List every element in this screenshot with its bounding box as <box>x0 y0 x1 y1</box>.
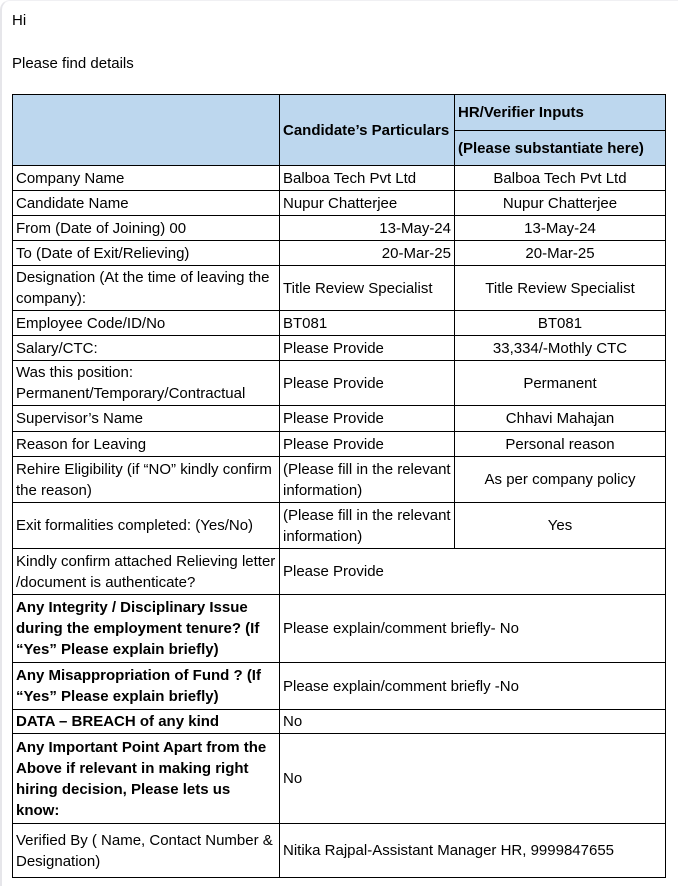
hr-cell: 13-May-24 <box>454 215 666 241</box>
row-label: From (Date of Joining) 00 <box>12 215 280 241</box>
hr-cell: Chhavi Mahajan <box>454 405 666 432</box>
row-label: Any Integrity / Disciplinary Issue durin… <box>12 594 280 663</box>
table-row: From (Date of Joining) 00 13-May-24 13-M… <box>12 215 666 241</box>
row-label: Salary/CTC: <box>12 335 280 361</box>
greeting-text: Hi <box>12 12 27 29</box>
row-label: Any Important Point Apart from the Above… <box>12 733 280 824</box>
candidate-cell: Title Review Specialist <box>279 265 455 311</box>
row-label: Designation (At the time of leaving the … <box>12 265 280 311</box>
row-label: Candidate Name <box>12 190 280 216</box>
row-label: Exit formalities completed: (Yes/No) <box>12 502 280 549</box>
row-label: Company Name <box>12 165 280 191</box>
hr-cell: Nupur Chatterjee <box>454 190 666 216</box>
table-row: Verified By ( Name, Contact Number & Des… <box>12 823 666 878</box>
merged-value-cell: Please Provide <box>279 548 666 595</box>
candidate-cell: Please Provide <box>279 335 455 361</box>
hr-cell: BT081 <box>454 310 666 336</box>
candidate-cell: (Please fill in the relevant information… <box>279 456 455 503</box>
header-substantiate-note: (Please substantiate here) <box>454 130 666 166</box>
row-label: Reason for Leaving <box>12 431 280 457</box>
hr-cell: 20-Mar-25 <box>454 240 666 266</box>
table-row: Any Integrity / Disciplinary Issue durin… <box>12 594 666 663</box>
row-label: Supervisor’s Name <box>12 405 280 432</box>
table-row: Was this position: Permanent/Temporary/C… <box>12 360 666 406</box>
table-row: Supervisor’s Name Please Provide Chhavi … <box>12 405 666 432</box>
table-row: Designation (At the time of leaving the … <box>12 265 666 311</box>
table-row: Salary/CTC: Please Provide 33,334/-Mothl… <box>12 335 666 361</box>
table-row: Exit formalities completed: (Yes/No) (Pl… <box>12 502 666 549</box>
hr-cell: Title Review Specialist <box>454 265 666 311</box>
header-empty-cell <box>12 94 280 166</box>
candidate-cell: Please Provide <box>279 431 455 457</box>
hr-cell: Permanent <box>454 360 666 406</box>
header-row-bottom: (Please substantiate here) <box>13 130 666 166</box>
table-row: Reason for Leaving Please Provide Person… <box>12 431 666 457</box>
table-row: DATA – BREACH of any kind No <box>12 709 666 734</box>
hr-cell: Yes <box>454 502 666 549</box>
intro-text: Please find details <box>12 55 134 72</box>
row-label: DATA – BREACH of any kind <box>12 709 280 734</box>
candidate-cell: Please Provide <box>279 360 455 406</box>
table-row: To (Date of Exit/Relieving) 20-Mar-25 20… <box>12 240 666 266</box>
candidate-cell: Balboa Tech Pvt Ltd <box>279 165 455 191</box>
hr-cell: 33,334/-Mothly CTC <box>454 335 666 361</box>
candidate-cell: (Please fill in the relevant information… <box>279 502 455 549</box>
row-label: Rehire Eligibility (if “NO” kindly confi… <box>12 456 280 503</box>
merged-value-cell: No <box>279 709 666 734</box>
header-candidate-particulars: Candidate’s Particulars <box>279 94 455 166</box>
header-row-top: Candidate’s Particulars HR/Verifier Inpu… <box>12 94 666 166</box>
candidate-cell: Please Provide <box>279 405 455 432</box>
row-label: Kindly confirm attached Relieving letter… <box>12 548 280 595</box>
header-hr-verifier-inputs: HR/Verifier Inputs <box>454 94 666 131</box>
row-label: Was this position: Permanent/Temporary/C… <box>12 360 280 406</box>
table-row: Candidate Name Nupur Chatterjee Nupur Ch… <box>12 190 666 216</box>
row-label: Any Misappropriation of Fund ? (If “Yes”… <box>12 662 280 710</box>
merged-value-cell: No <box>279 733 666 824</box>
row-label: Employee Code/ID/No <box>12 310 280 336</box>
candidate-cell: 20-Mar-25 <box>279 240 455 266</box>
merged-value-cell: Please explain/comment briefly- No <box>279 594 666 663</box>
merged-value-cell: Nitika Rajpal-Assistant Manager HR, 9999… <box>279 823 666 878</box>
row-label: To (Date of Exit/Relieving) <box>12 240 280 266</box>
table-row: Rehire Eligibility (if “NO” kindly confi… <box>12 456 666 503</box>
table-row: Any Misappropriation of Fund ? (If “Yes”… <box>12 662 666 710</box>
hr-cell: Balboa Tech Pvt Ltd <box>454 165 666 191</box>
table-row: Company Name Balboa Tech Pvt Ltd Balboa … <box>12 165 666 191</box>
candidate-cell: Nupur Chatterjee <box>279 190 455 216</box>
row-label: Verified By ( Name, Contact Number & Des… <box>12 823 280 878</box>
candidate-cell: 13-May-24 <box>279 215 455 241</box>
table-row: Kindly confirm attached Relieving letter… <box>12 548 666 595</box>
table-row: Employee Code/ID/No BT081 BT081 <box>12 310 666 336</box>
verification-table: Candidate’s Particulars HR/Verifier Inpu… <box>12 94 666 878</box>
merged-value-cell: Please explain/comment briefly -No <box>279 662 666 710</box>
hr-cell: Personal reason <box>454 431 666 457</box>
table-row: Any Important Point Apart from the Above… <box>12 733 666 824</box>
candidate-cell: BT081 <box>279 310 455 336</box>
hr-cell: As per company policy <box>454 456 666 503</box>
